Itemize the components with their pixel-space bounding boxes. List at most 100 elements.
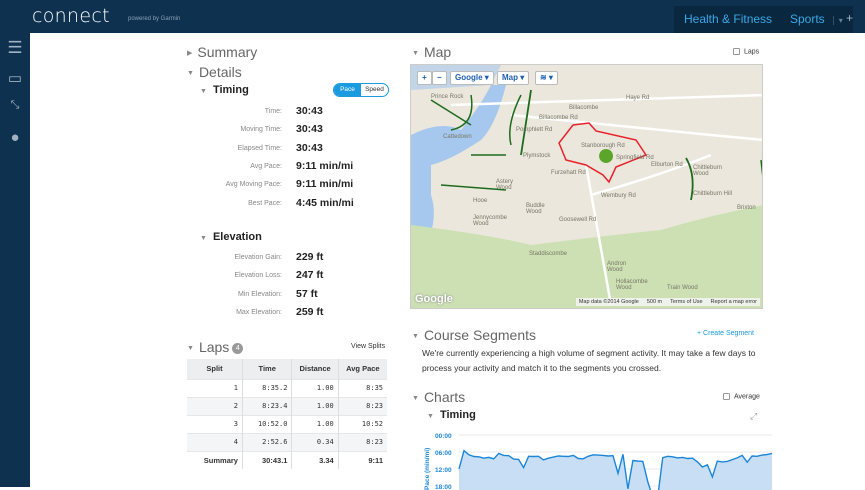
map-label: Goosewell Rd [559,217,596,223]
y-tick-label: 18:00 [435,484,452,490]
section-title: Summary [197,44,257,60]
col-distance[interactable]: Distance [292,359,338,379]
col-time[interactable]: Time [242,359,291,379]
map-type-select[interactable]: Map ▾ [497,71,529,85]
subsection-title: Timing [440,409,476,421]
sidebar: ☰ ▭ ⤡ ● [0,33,30,487]
checkbox-icon[interactable] [723,393,730,400]
stat-row: Max Elevation:259 ft [190,306,390,320]
stat-row: Min Elevation: 57 ft [190,288,390,302]
zoom-out-button[interactable]: − [432,71,447,85]
stat-row: Best Pace:4:45 min/mi [190,197,390,211]
map-label: Astery Wood [496,179,521,191]
user-icon[interactable]: ● [7,129,23,146]
y-tick-label: 12:00 [435,467,452,474]
map-label: Train Wood [667,285,698,291]
stat-label: Best Pace: [248,200,282,207]
col-avg-pace[interactable]: Avg Pace [338,359,387,379]
map-label: Buddle Wood [526,203,551,215]
table-cell: 8:23.4 [242,397,291,415]
laps-count-badge: 4 [232,343,243,354]
stat-label: Avg Pace: [250,163,282,170]
stat-value: 9:11 min/mi [296,160,353,172]
col-split[interactable]: Split [187,359,242,379]
table-cell: 2 [187,397,242,415]
top-header: connect powered by Garmin Health & Fitne… [0,0,865,33]
timing-toggle[interactable]: ▼Timing [200,84,249,96]
map-attribution: Map data ©2014 Google [579,299,639,305]
table-cell: 8:23 [338,433,387,451]
view-splits-link[interactable]: View Splits [351,343,385,350]
chevron-down-icon[interactable]: ▾ [833,16,843,25]
details-section-toggle[interactable]: ▼Details [187,64,242,80]
timing-chart-toggle[interactable]: ▼Timing [427,409,476,421]
connections-icon[interactable]: ⤡ [7,99,23,112]
table-cell: 8:35.2 [242,379,291,397]
map-label: Pomphlett Rd [516,127,552,133]
summary-section-toggle[interactable]: ▶Summary [187,44,257,60]
zoom-in-button[interactable]: + [417,71,432,85]
map-label: Jennycombe Wood [473,215,513,227]
expand-icon[interactable]: ⤢ [750,411,757,422]
stat-row: Avg Moving Pace:9:11 min/mi [190,178,390,192]
pace-option[interactable]: Pace [334,84,361,96]
layers-button[interactable]: ≋ ▾ [535,71,558,85]
create-segment-link[interactable]: + Create Segment [697,330,754,337]
connect-logo[interactable]: connect [32,5,110,27]
course-segments-toggle[interactable]: ▼Course Segments [412,327,536,343]
table-cell: 8:23 [338,397,387,415]
table-header: Split Time Distance Avg Pace [187,359,387,379]
stat-label: Avg Moving Pace: [226,181,282,188]
map-label: Furzehatt Rd [551,170,586,176]
table-cell: 10:52.0 [242,415,291,433]
google-logo: Google [415,293,453,305]
map-label: Wembury Rd [601,193,636,199]
stat-row: Moving Time:30:43 [190,123,390,137]
nav-sports[interactable]: Sports ▾ [780,6,853,33]
table-cell: 9:11 [338,451,387,469]
checkbox-label: Average [734,393,760,400]
table-cell: 1.00 [292,379,338,397]
stat-row: Time:30:43 [190,105,390,119]
activity-map[interactable]: Prince Rock Cattedown Billacombe Plymsto… [410,64,763,309]
table-cell: 8:35 [338,379,387,397]
average-checkbox[interactable]: Average [723,393,760,400]
elevation-toggle[interactable]: ▼Elevation [200,231,262,243]
y-tick-label: 00:00 [435,433,452,440]
y-tick-label: 06:00 [435,450,452,457]
start-marker[interactable] [599,149,613,163]
laps-checkbox[interactable]: Laps [733,48,759,55]
stat-label: Elapsed Time: [238,145,282,152]
subsection-title: Timing [213,84,249,96]
menu-icon[interactable]: ☰ [7,38,23,58]
map-label: Brixton [737,205,756,211]
report-error-link[interactable]: Report a map error [711,299,757,305]
map-provider-select[interactable]: Google ▾ [450,71,494,85]
map-label: Chittleburn Hill [693,191,732,197]
map-footer: Map data ©2014 Google 500 m Terms of Use… [576,298,760,306]
nav-label: Sports [790,12,825,26]
inbox-icon[interactable]: ▭ [7,69,23,87]
stat-label: Min Elevation: [238,291,282,298]
stat-value: 57 ft [296,288,318,300]
charts-section-toggle[interactable]: ▼Charts [412,389,465,405]
map-section-toggle[interactable]: ▼Map [412,44,451,60]
section-title: Laps [199,339,229,355]
powered-by: powered by Garmin [128,16,180,22]
map-label: Cattedown [443,134,472,140]
speed-option[interactable]: Speed [361,84,388,96]
map-label: Springfield Rd [616,155,654,161]
terms-link[interactable]: Terms of Use [670,299,702,305]
select-value: Map [502,73,518,82]
add-icon[interactable]: + [846,11,853,25]
map-label: Billacombe Rd [539,115,578,121]
pace-area [459,451,772,490]
checkbox-icon[interactable] [733,48,740,55]
